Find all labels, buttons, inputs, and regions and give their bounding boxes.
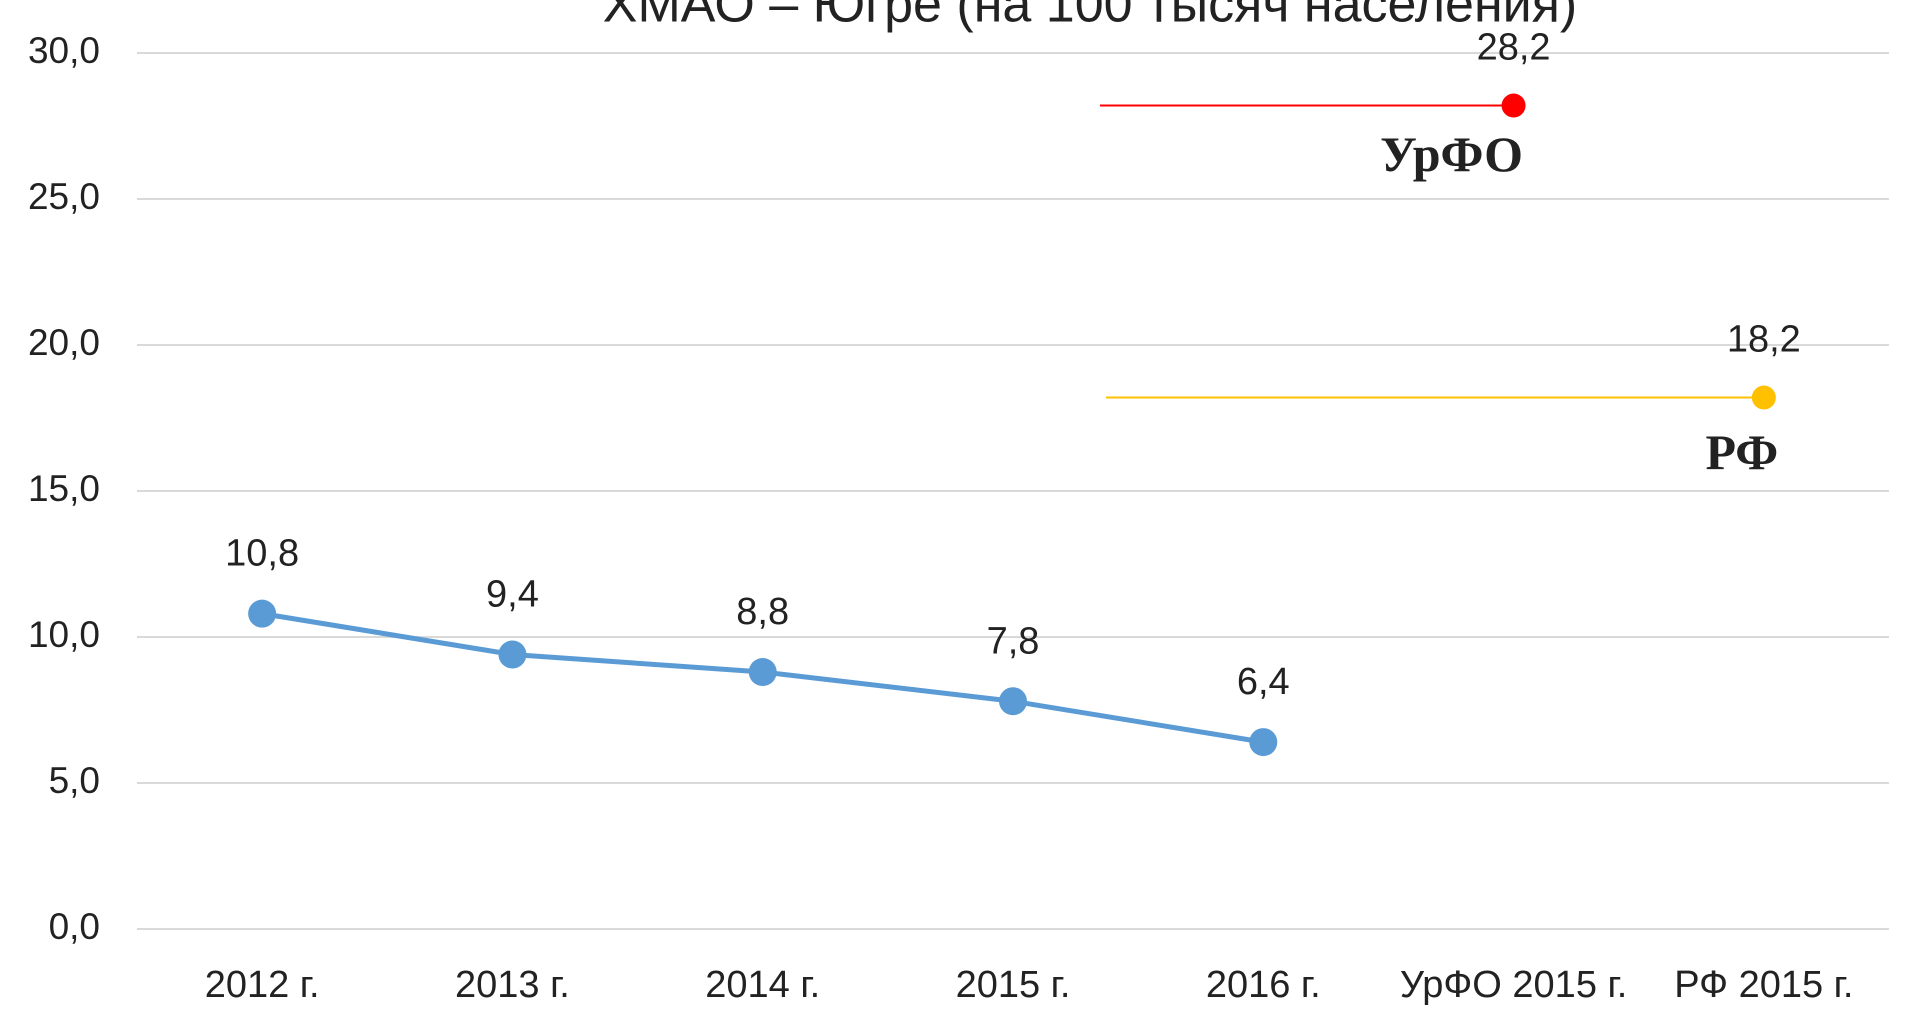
y-tick-label: 30,0 <box>28 30 100 71</box>
y-tick-label: 0,0 <box>49 906 100 947</box>
x-tick-label: 2012 г. <box>205 964 320 1006</box>
x-tick-label: 2016 г. <box>1206 964 1321 1006</box>
point <box>1501 93 1526 118</box>
data-label: 8,8 <box>736 591 789 633</box>
x-tick-label: 2015 г. <box>956 964 1071 1006</box>
point <box>999 687 1027 716</box>
data-label: 10,8 <box>225 533 299 575</box>
data-label: 28,2 <box>1477 27 1551 69</box>
point <box>498 640 527 669</box>
series-label: РФ <box>1706 424 1779 480</box>
y-tick-label: 15,0 <box>28 468 100 509</box>
x-tick-label: УрФО 2015 г. <box>1400 964 1627 1006</box>
point <box>248 599 277 628</box>
data-label: 9,4 <box>486 574 539 616</box>
x-tick-label: РФ 2015 г. <box>1674 964 1853 1006</box>
x-tick-label: 2013 г. <box>455 964 570 1006</box>
chart-title: ХМАО – Югре (на 100 тысяч населения) <box>603 0 1577 34</box>
series-label: УрФО <box>1380 126 1523 182</box>
data-label: 18,2 <box>1727 319 1801 361</box>
point <box>1249 728 1278 757</box>
y-tick-label: 20,0 <box>28 322 100 363</box>
data-label: 6,4 <box>1237 661 1290 703</box>
point <box>748 658 777 687</box>
data-label: 7,8 <box>987 620 1040 662</box>
y-tick-label: 10,0 <box>28 614 100 655</box>
point <box>1751 385 1776 410</box>
y-tick-label: 25,0 <box>28 176 100 217</box>
x-tick-label: 2014 г. <box>705 964 820 1006</box>
y-tick-label: 5,0 <box>49 760 100 801</box>
